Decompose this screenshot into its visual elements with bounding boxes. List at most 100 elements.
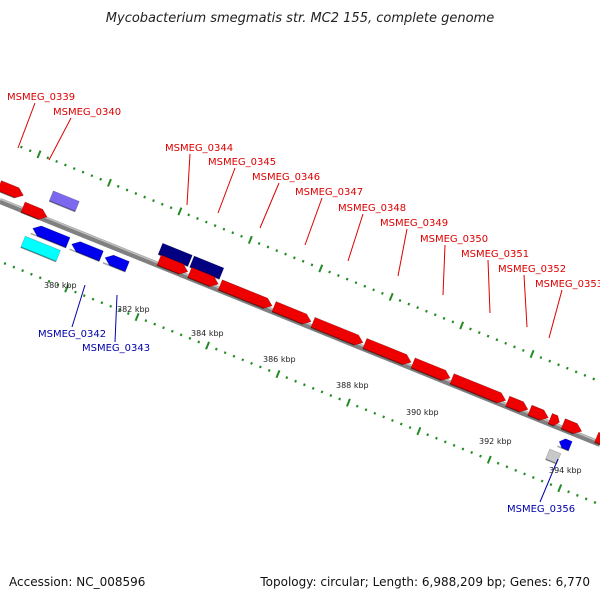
lower-ring-tick bbox=[399, 422, 403, 426]
lower-ring-tick bbox=[373, 411, 377, 415]
upper-ring-tick bbox=[247, 235, 253, 244]
gene-msmeg-0354 bbox=[560, 418, 583, 435]
lower-ring-tick bbox=[64, 284, 70, 293]
gene-msmeg-0342-highlight bbox=[20, 235, 61, 263]
upper-ring-tick bbox=[152, 199, 155, 203]
callout-msmeg-0349 bbox=[397, 228, 408, 277]
lower-ring-tick bbox=[408, 426, 412, 430]
upper-ring-tick bbox=[363, 284, 367, 288]
upper-ring-tick bbox=[240, 234, 243, 238]
lower-ring-tick bbox=[355, 404, 359, 408]
upper-ring-tick bbox=[222, 227, 226, 231]
lower-ring-tick bbox=[311, 386, 315, 390]
upper-ring-tick bbox=[125, 188, 129, 192]
lower-ring-tick bbox=[486, 455, 492, 464]
lower-ring-tick bbox=[258, 365, 262, 369]
upper-ring-tick bbox=[143, 195, 147, 199]
lower-ring-tick bbox=[593, 500, 597, 504]
upper-ring-tick bbox=[160, 202, 164, 206]
gene-label-msmeg-0351: MSMEG_0351 bbox=[461, 249, 529, 260]
upper-ring-tick bbox=[116, 184, 120, 188]
lower-ring-tick bbox=[100, 301, 104, 305]
upper-ring-tick bbox=[565, 366, 569, 370]
lower-ring-tick bbox=[514, 468, 518, 472]
upper-ring-tick bbox=[292, 256, 296, 260]
upper-ring-tick bbox=[372, 288, 375, 292]
gene-msmeg-0344 bbox=[156, 254, 189, 275]
lower-ring-tick bbox=[267, 369, 271, 373]
lower-ring-tick bbox=[549, 483, 553, 487]
upper-ring-tick bbox=[486, 334, 490, 338]
lower-ring-tick bbox=[523, 472, 526, 476]
upper-ring-tick bbox=[504, 341, 508, 345]
upper-ring-tick bbox=[388, 292, 394, 302]
callout-msmeg-0343 bbox=[114, 294, 118, 343]
callout-msmeg-0350 bbox=[442, 244, 446, 296]
upper-ring-tick bbox=[539, 356, 543, 360]
tick-label-394: 394 kbp bbox=[549, 466, 582, 475]
upper-ring-tick bbox=[204, 220, 208, 224]
lower-ring-tick bbox=[170, 329, 174, 333]
lower-ring-tick bbox=[557, 484, 563, 493]
callout-msmeg-0344 bbox=[186, 153, 191, 206]
gene-label-msmeg-0356: MSMEG_0356 bbox=[507, 504, 575, 515]
lower-ring-tick bbox=[443, 440, 447, 444]
upper-ring-tick bbox=[477, 331, 481, 335]
upper-ring-tick bbox=[213, 224, 217, 228]
gene-msmeg-0353a bbox=[527, 404, 549, 421]
upper-ring-tick bbox=[318, 264, 324, 273]
lower-ring-tick bbox=[416, 427, 422, 436]
upper-ring-tick bbox=[529, 349, 535, 359]
callout-msmeg-0345 bbox=[217, 167, 236, 214]
upper-ring-tick bbox=[354, 281, 358, 285]
gene-msmeg-0355 bbox=[594, 431, 600, 448]
upper-ring-tick bbox=[442, 316, 446, 320]
upper-ring-tick bbox=[513, 345, 516, 349]
lower-ring-tick bbox=[505, 465, 509, 469]
tick-rings bbox=[3, 145, 597, 504]
map-title: Mycobacterium smegmatis str. MC2 155, co… bbox=[106, 11, 494, 26]
upper-ring-tick bbox=[416, 306, 420, 310]
lower-ring-tick bbox=[479, 454, 482, 458]
gene-label-msmeg-0348: MSMEG_0348 bbox=[338, 203, 406, 214]
gene-labels-forward: MSMEG_0339 MSMEG_0340 MSMEG_0344 MSMEG_0… bbox=[7, 92, 600, 290]
tick-label-390: 390 kbp bbox=[406, 408, 439, 417]
gene-msmeg-0347 bbox=[271, 301, 312, 325]
lower-ring-tick bbox=[197, 340, 201, 344]
lower-ring-tick bbox=[584, 497, 588, 501]
lower-ring-tick bbox=[345, 398, 351, 407]
lower-ring-tick bbox=[496, 461, 500, 465]
gene-msmeg-0356 bbox=[557, 438, 573, 452]
lower-ring-tick bbox=[470, 451, 474, 455]
lower-ring-tick bbox=[275, 369, 281, 379]
upper-ring-tick bbox=[592, 377, 596, 381]
gene-label-msmeg-0353: MSMEG_0353 bbox=[535, 279, 600, 290]
accession-text: Accession: NC_008596 bbox=[9, 575, 145, 589]
lower-ring-tick bbox=[531, 476, 535, 479]
lower-ring-tick bbox=[162, 326, 165, 330]
upper-ring-tick bbox=[425, 309, 428, 313]
upper-ring-tick bbox=[337, 274, 340, 278]
gene-msmeg-0353b bbox=[547, 413, 560, 427]
gene-label-msmeg-0344: MSMEG_0344 bbox=[165, 143, 233, 154]
tick-label-388: 388 kbp bbox=[336, 381, 369, 390]
callout-msmeg-0339 bbox=[17, 102, 36, 149]
lower-ring-tick bbox=[382, 415, 386, 419]
gene-msmeg-0349 bbox=[362, 337, 412, 366]
upper-ring-tick bbox=[345, 277, 349, 281]
lower-ring-tick bbox=[109, 304, 113, 308]
upper-ring-tick bbox=[495, 338, 499, 342]
lower-ring-tick bbox=[435, 436, 438, 440]
lower-ring-tick bbox=[567, 490, 570, 494]
lower-ring-tick bbox=[452, 443, 456, 447]
lower-ring-tick bbox=[250, 361, 253, 365]
upper-ring-tick bbox=[266, 245, 270, 249]
lower-ring-tick bbox=[232, 354, 236, 358]
lower-ring-tick bbox=[294, 379, 297, 383]
lower-ring-tick bbox=[188, 336, 192, 340]
callout-msmeg-0340 bbox=[48, 117, 72, 161]
callout-msmeg-0356 bbox=[539, 458, 559, 503]
callout-msmeg-0348 bbox=[347, 213, 364, 262]
lower-ring-tick bbox=[82, 294, 86, 298]
lower-ring-tick bbox=[426, 433, 430, 437]
